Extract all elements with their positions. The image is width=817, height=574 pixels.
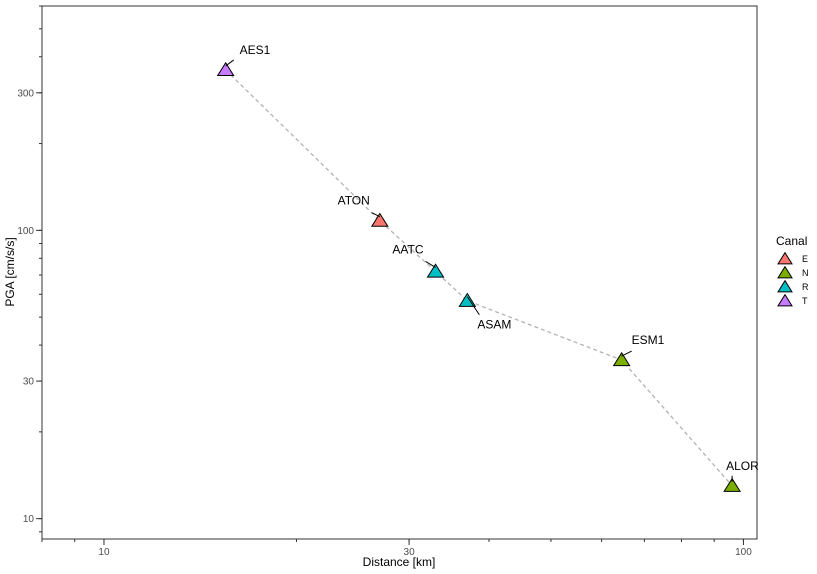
label-leader-line xyxy=(371,212,381,218)
y-axis: 10 30 100 300 xyxy=(17,5,42,533)
label-leader-line xyxy=(425,261,436,268)
y-tick-label: 30 xyxy=(23,377,35,388)
point-group xyxy=(216,61,742,492)
data-point-aatc xyxy=(426,263,445,278)
data-label-asam: ASAM xyxy=(477,318,511,332)
legend-label-n: N xyxy=(802,268,809,278)
legend-marker-t xyxy=(777,293,793,307)
data-point-alor xyxy=(723,477,742,492)
x-axis: 10 30 100 xyxy=(41,539,752,558)
data-point-esm1 xyxy=(612,351,631,367)
x-tick-label: 10 xyxy=(98,547,110,558)
connecting-line xyxy=(225,69,733,487)
legend-marker-r xyxy=(777,279,793,293)
data-label-esm1: ESM1 xyxy=(632,333,665,347)
x-tick-label: 100 xyxy=(735,547,752,558)
connecting-line-group xyxy=(225,69,733,487)
label-leader-line xyxy=(225,59,234,67)
legend-label-e: E xyxy=(802,254,808,264)
y-tick-label: 100 xyxy=(17,226,34,237)
y-tick-label: 300 xyxy=(17,88,34,99)
legend-label-t: T xyxy=(802,296,808,306)
legend-marker-n xyxy=(777,265,793,279)
label-leader-line xyxy=(621,350,632,357)
x-axis-title: Distance [km] xyxy=(363,555,436,569)
data-label-aton: ATON xyxy=(338,194,370,208)
point-label-group: AES1 ATON AATC ASAM ESM1 ALOR xyxy=(225,43,759,482)
label-leader-line xyxy=(466,296,480,316)
y-tick-label: 10 xyxy=(23,514,35,525)
legend-label-r: R xyxy=(802,282,809,292)
y-axis-title: PGA [cm/s/s] xyxy=(3,237,17,306)
x-tick-label: 30 xyxy=(404,547,416,558)
data-point-aton xyxy=(370,212,389,227)
data-label-aatc: AATC xyxy=(392,242,423,256)
data-label-alor: ALOR xyxy=(726,459,759,473)
panel-background xyxy=(41,5,758,540)
legend-title: Canal xyxy=(776,234,807,248)
data-label-aes1: AES1 xyxy=(240,43,271,57)
data-point-aes1 xyxy=(216,61,235,77)
legend-marker-e xyxy=(777,251,793,265)
